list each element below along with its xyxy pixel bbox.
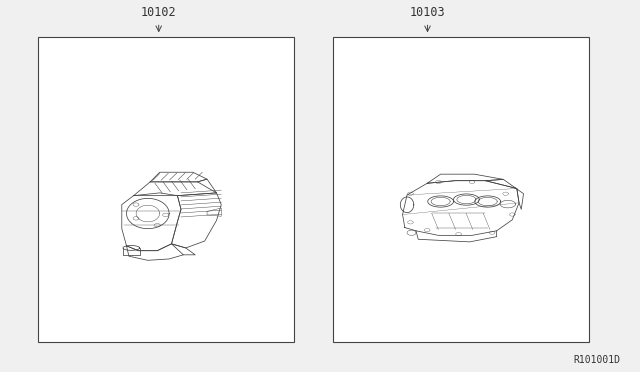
Text: 10102: 10102 — [141, 6, 177, 19]
Bar — [38, 37, 294, 342]
Bar — [333, 37, 589, 342]
Text: R101001D: R101001D — [574, 355, 621, 365]
Text: 10103: 10103 — [410, 6, 445, 19]
